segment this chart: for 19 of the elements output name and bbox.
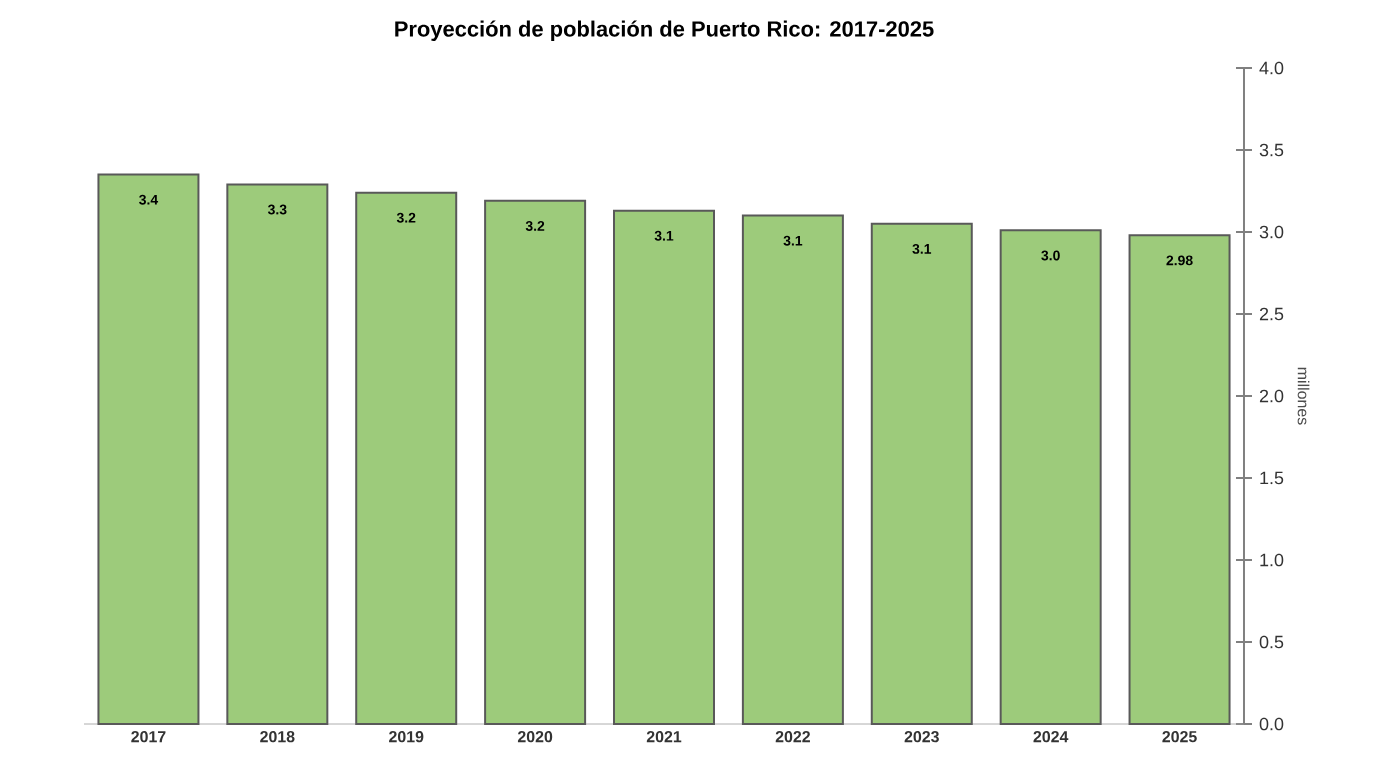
bar [1128,234,1231,725]
bar [870,222,973,725]
y-tick-label: 0.0 [1259,717,1284,731]
bar [741,214,844,725]
chart-title: Proyección de población de Puerto Rico: 2017-2025 [395,20,934,41]
bar [97,173,200,725]
y-tick-label: 3.0 [1259,225,1284,239]
y-tick-label: 2.0 [1259,389,1284,403]
y-tick-label: 0.5 [1259,635,1284,649]
bar [226,183,329,725]
y-tick-label: 3.5 [1259,143,1284,157]
y-tick-label: 2.5 [1259,307,1284,321]
bar [484,199,587,725]
y-tick-label: 1.5 [1260,471,1284,485]
bar [999,229,1102,725]
y-tick-label: 1.0 [1260,553,1284,567]
bar [613,209,715,725]
bar [355,191,458,725]
y-tick-label: 4.0 [1259,61,1284,75]
